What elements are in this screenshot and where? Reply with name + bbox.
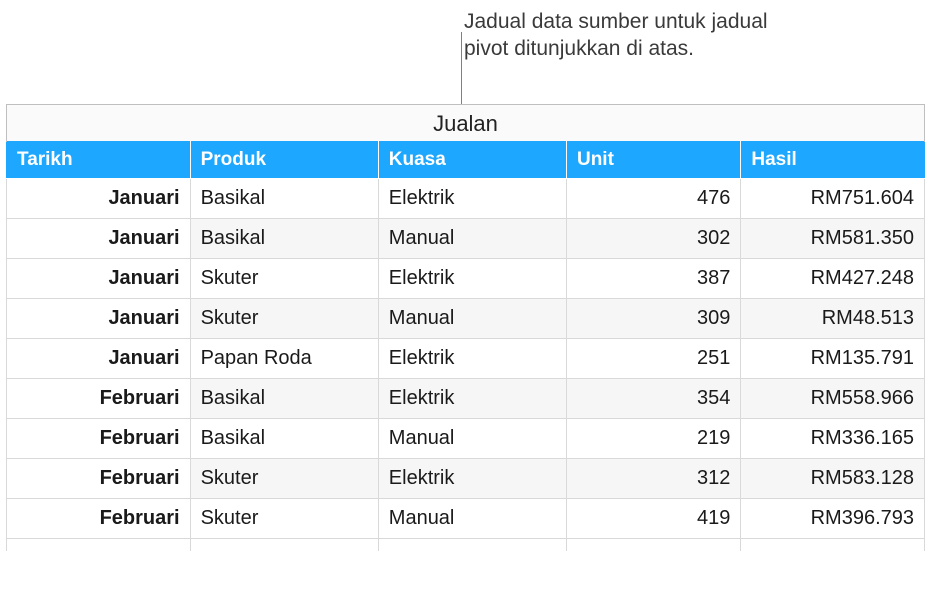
cell-produk: Skuter xyxy=(190,299,378,339)
cell-unit: 354 xyxy=(566,379,740,419)
cell-produk: Papan Roda xyxy=(190,339,378,379)
table-row-cutoff xyxy=(7,539,925,551)
cell-empty xyxy=(741,539,925,551)
cell-hasil: RM583.128 xyxy=(741,459,925,499)
cell-kuasa: Elektrik xyxy=(378,379,566,419)
cell-hasil: RM336.165 xyxy=(741,419,925,459)
col-header-unit: Unit xyxy=(566,142,740,179)
caption-line-2: pivot ditunjukkan di atas. xyxy=(464,35,904,62)
table-row: JanuariSkuterManual309RM48.513 xyxy=(7,299,925,339)
cell-unit: 219 xyxy=(566,419,740,459)
cell-produk: Skuter xyxy=(190,459,378,499)
col-header-tarikh: Tarikh xyxy=(7,142,191,179)
cell-tarikh: Februari xyxy=(7,499,191,539)
table-row: FebruariBasikalElektrik354RM558.966 xyxy=(7,379,925,419)
table-row: JanuariSkuterElektrik387RM427.248 xyxy=(7,259,925,299)
figure-caption: Jadual data sumber untuk jadual pivot di… xyxy=(464,8,904,63)
cell-hasil: RM135.791 xyxy=(741,339,925,379)
col-header-hasil: Hasil xyxy=(741,142,925,179)
cell-kuasa: Elektrik xyxy=(378,179,566,219)
cell-tarikh: Februari xyxy=(7,379,191,419)
cell-kuasa: Elektrik xyxy=(378,459,566,499)
cell-unit: 419 xyxy=(566,499,740,539)
cell-tarikh: Februari xyxy=(7,419,191,459)
cell-kuasa: Elektrik xyxy=(378,339,566,379)
cell-empty xyxy=(378,539,566,551)
table-title: Jualan xyxy=(7,105,925,142)
cell-produk: Basikal xyxy=(190,179,378,219)
source-data-table: Jualan Tarikh Produk Kuasa Unit Hasil Ja… xyxy=(6,104,925,551)
cell-unit: 309 xyxy=(566,299,740,339)
cell-hasil: RM396.793 xyxy=(741,499,925,539)
table-row: FebruariSkuterManual419RM396.793 xyxy=(7,499,925,539)
cell-produk: Skuter xyxy=(190,499,378,539)
cell-produk: Skuter xyxy=(190,259,378,299)
cell-kuasa: Elektrik xyxy=(378,259,566,299)
col-header-kuasa: Kuasa xyxy=(378,142,566,179)
cell-tarikh: Januari xyxy=(7,339,191,379)
table-row: JanuariBasikalManual302RM581.350 xyxy=(7,219,925,259)
cell-empty xyxy=(566,539,740,551)
cell-hasil: RM751.604 xyxy=(741,179,925,219)
table-row: FebruariBasikalManual219RM336.165 xyxy=(7,419,925,459)
table-row: JanuariBasikalElektrik476RM751.604 xyxy=(7,179,925,219)
cell-unit: 476 xyxy=(566,179,740,219)
cell-empty xyxy=(190,539,378,551)
caption-line-1: Jadual data sumber untuk jadual xyxy=(464,8,904,35)
cell-kuasa: Manual xyxy=(378,299,566,339)
cell-tarikh: Januari xyxy=(7,179,191,219)
cell-unit: 312 xyxy=(566,459,740,499)
table-title-row: Jualan xyxy=(7,105,925,142)
cell-tarikh: Januari xyxy=(7,219,191,259)
table-header-row: Tarikh Produk Kuasa Unit Hasil xyxy=(7,142,925,179)
cell-unit: 387 xyxy=(566,259,740,299)
cell-kuasa: Manual xyxy=(378,419,566,459)
cell-hasil: RM558.966 xyxy=(741,379,925,419)
cell-hasil: RM48.513 xyxy=(741,299,925,339)
cell-empty xyxy=(7,539,191,551)
cell-hasil: RM581.350 xyxy=(741,219,925,259)
col-header-produk: Produk xyxy=(190,142,378,179)
cell-produk: Basikal xyxy=(190,419,378,459)
cell-tarikh: Februari xyxy=(7,459,191,499)
cell-unit: 302 xyxy=(566,219,740,259)
callout-line xyxy=(461,32,462,110)
cell-produk: Basikal xyxy=(190,379,378,419)
table-row: JanuariPapan RodaElektrik251RM135.791 xyxy=(7,339,925,379)
cell-tarikh: Januari xyxy=(7,259,191,299)
cell-produk: Basikal xyxy=(190,219,378,259)
cell-kuasa: Manual xyxy=(378,499,566,539)
table-row: FebruariSkuterElektrik312RM583.128 xyxy=(7,459,925,499)
cell-hasil: RM427.248 xyxy=(741,259,925,299)
cell-kuasa: Manual xyxy=(378,219,566,259)
cell-unit: 251 xyxy=(566,339,740,379)
cell-tarikh: Januari xyxy=(7,299,191,339)
